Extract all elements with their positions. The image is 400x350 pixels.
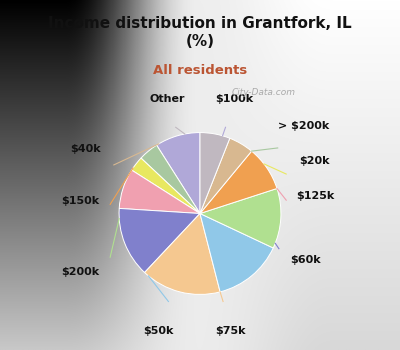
- Wedge shape: [200, 189, 281, 248]
- Text: $50k: $50k: [143, 326, 173, 336]
- Wedge shape: [141, 145, 200, 214]
- Text: $75k: $75k: [216, 326, 246, 336]
- Text: Income distribution in Grantfork, IL
(%): Income distribution in Grantfork, IL (%): [48, 16, 352, 49]
- Wedge shape: [119, 170, 200, 214]
- Wedge shape: [200, 214, 273, 292]
- Text: All residents: All residents: [153, 64, 247, 77]
- Text: $60k: $60k: [290, 256, 320, 265]
- Text: $20k: $20k: [300, 156, 330, 166]
- Wedge shape: [132, 158, 200, 214]
- Text: Other: Other: [150, 93, 185, 104]
- Text: > $200k: > $200k: [278, 121, 329, 131]
- Text: $125k: $125k: [296, 191, 334, 201]
- Text: $100k: $100k: [215, 93, 253, 104]
- Wedge shape: [200, 138, 252, 214]
- Text: $150k: $150k: [61, 196, 99, 206]
- Text: $200k: $200k: [61, 267, 99, 277]
- Text: City-Data.com: City-Data.com: [231, 88, 295, 97]
- Wedge shape: [157, 133, 200, 214]
- Wedge shape: [200, 151, 277, 214]
- Wedge shape: [119, 208, 200, 273]
- Text: $40k: $40k: [70, 144, 100, 154]
- Wedge shape: [200, 133, 230, 214]
- Wedge shape: [144, 214, 220, 294]
